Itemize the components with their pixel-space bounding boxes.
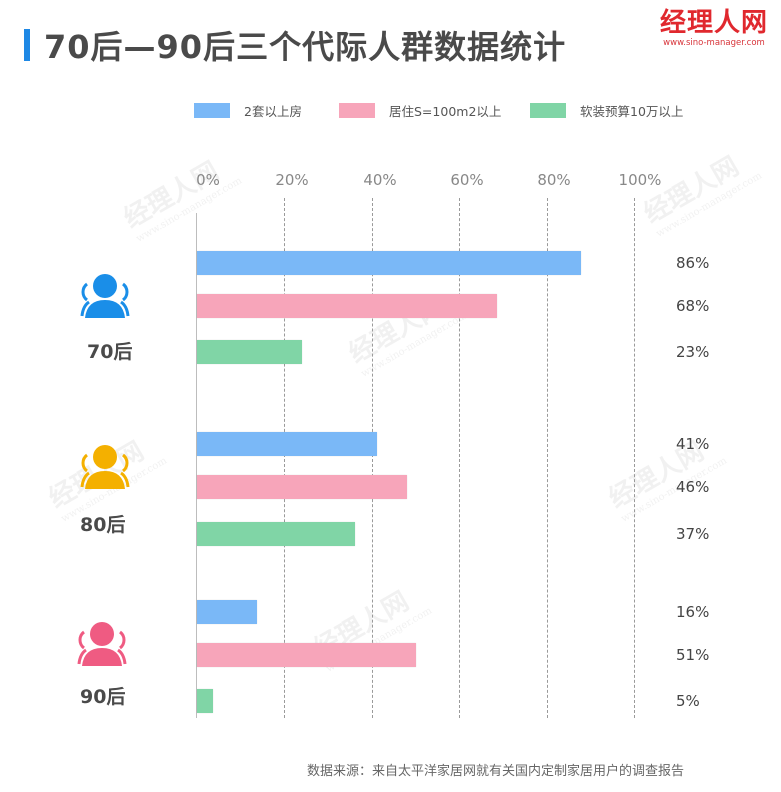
grid-line: [547, 198, 548, 718]
bar-90s-two-houses: [197, 600, 257, 624]
value-label: 51%: [676, 646, 710, 664]
data-source-note: 数据来源：来自太平洋家居网就有关国内定制家居用户的调查报告: [307, 764, 685, 779]
chart-legend: 2套以上房 居住S=100m2以上 软装预算10万以上: [0, 100, 781, 120]
group-label-90s: 90后: [80, 686, 126, 708]
users-icon: [77, 622, 127, 666]
x-tick-label: 60%: [450, 171, 484, 189]
group-label-70s: 70后: [87, 341, 133, 363]
value-label: 5%: [676, 692, 700, 710]
y-axis-line: [196, 213, 197, 718]
bar-70s-two-houses: [197, 251, 581, 275]
users-icon: [80, 445, 130, 489]
legend-swatch-green: [530, 102, 566, 118]
grid-line: [284, 198, 285, 718]
x-tick-label: 100%: [618, 171, 662, 189]
bar-90s-decor-budget: [197, 689, 213, 713]
users-icon: [80, 274, 130, 318]
x-tick-label: 40%: [363, 171, 397, 189]
legend-swatch-pink: [339, 102, 375, 118]
grid-line: [372, 198, 373, 718]
x-tick-label: 20%: [275, 171, 309, 189]
value-label: 23%: [676, 343, 710, 361]
legend-label: 2套以上房: [244, 103, 302, 119]
bar-80s-decor-budget: [197, 522, 355, 546]
brand-name: 经理人网: [660, 8, 769, 38]
page-title: 70后—90后三个代际人群数据统计: [44, 28, 567, 66]
brand-logo: 经理人网 www.sino-manager.com: [660, 8, 768, 48]
x-tick-label: 0%: [196, 171, 220, 189]
bar-80s-two-houses: [197, 432, 377, 456]
group-label-80s: 80后: [80, 514, 126, 536]
bar-90s-living-area: [197, 643, 416, 667]
title-accent-bar: [24, 29, 30, 61]
value-label: 37%: [676, 525, 710, 543]
brand-url: www.sino-manager.com: [663, 38, 765, 48]
grid-line: [634, 198, 635, 718]
value-label: 16%: [676, 603, 710, 621]
grid-line: [459, 198, 460, 718]
x-tick-label: 80%: [537, 171, 571, 189]
bar-70s-living-area: [197, 294, 497, 318]
legend-swatch-blue: [194, 102, 230, 118]
value-label: 68%: [676, 297, 710, 315]
bar-80s-living-area: [197, 475, 407, 499]
value-label: 86%: [676, 254, 710, 272]
bar-70s-decor-budget: [197, 340, 302, 364]
value-label: 46%: [676, 478, 710, 496]
legend-label: 软装预算10万以上: [580, 103, 684, 119]
value-label: 41%: [676, 435, 710, 453]
legend-item-two-houses: 2套以上房: [194, 100, 302, 120]
legend-label: 居住S=100m2以上: [389, 103, 502, 119]
legend-item-decor-budget: 软装预算10万以上: [530, 100, 683, 120]
legend-item-living-area: 居住S=100m2以上: [339, 100, 501, 120]
